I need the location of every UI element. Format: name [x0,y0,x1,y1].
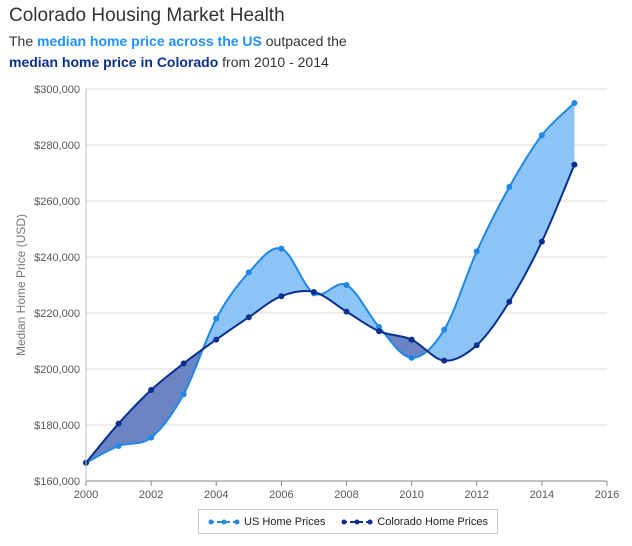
y-axis-title: Median Home Price (USD) [14,214,28,356]
point-us[interactable] [506,184,513,190]
legend-swatch-co [341,519,373,524]
chart-subtitle-line2: median home price in Colorado from 2010 … [9,54,329,70]
point-co[interactable] [473,342,480,349]
y-tick-label: $200,000 [34,364,80,376]
point-us[interactable] [538,132,545,139]
x-tick-label: 2002 [139,489,163,501]
x-tick-label: 2000 [74,489,98,501]
chart-legend: US Home Prices Colorado Home Prices [198,509,498,534]
chart-area-fills [86,103,575,463]
x-tick-label: 2014 [530,489,554,501]
point-co[interactable] [115,420,122,427]
point-us[interactable] [180,391,187,398]
legend-item-co[interactable]: Colorado Home Prices [341,516,488,528]
point-us[interactable] [376,324,383,330]
point-us[interactable] [408,354,415,361]
point-us[interactable] [343,282,350,288]
subtitle-us-highlight: median home price across the US [37,33,262,49]
x-tick-label: 2008 [334,489,358,501]
y-tick-label: $300,000 [34,84,80,96]
x-tick-label: 2016 [595,489,619,501]
point-co[interactable] [538,238,545,245]
point-us[interactable] [213,315,220,322]
point-co[interactable] [408,336,415,343]
point-co[interactable] [310,289,317,295]
x-tick-label: 2012 [465,489,489,501]
point-co[interactable] [571,161,578,168]
point-co[interactable] [343,308,350,315]
subtitle-text-tail: from 2010 - 2014 [218,54,329,70]
y-tick-label: $240,000 [34,252,80,264]
chart-series-lines [85,102,576,464]
x-tick-label: 2010 [399,489,423,501]
legend-label-co: Colorado Home Prices [377,515,488,528]
legend-label-us: US Home Prices [244,515,326,528]
y-tick-label: $160,000 [34,476,80,488]
point-us[interactable] [245,269,252,276]
point-co[interactable] [376,328,383,335]
chart-title: Colorado Housing Market Health [9,5,285,26]
point-co[interactable] [278,293,285,300]
point-us[interactable] [278,245,285,252]
point-us[interactable] [571,100,578,106]
point-co[interactable] [180,360,187,367]
chart-data-points [83,100,578,466]
subtitle-co-highlight: median home price in Colorado [9,54,219,70]
chart-axes: $160,000 $180,000 $200,000 $220,000 $240,000… [34,84,619,501]
subtitle-text-pre: The [9,33,38,49]
chart-subtitle-line1: The median home price across the US outp… [9,33,347,49]
y-tick-label: $260,000 [34,196,80,208]
legend-item-us[interactable]: US Home Prices [208,516,325,528]
y-tick-label: $280,000 [34,140,80,152]
series-line-co [85,164,576,464]
y-tick-label: $180,000 [34,420,80,432]
point-co[interactable] [148,387,155,393]
point-us[interactable] [115,443,122,449]
subtitle-text-post: outpaced the [261,33,347,49]
x-tick-label: 2004 [204,489,228,501]
x-tick-label: 2006 [269,489,293,501]
point-us[interactable] [148,434,155,441]
legend-swatch-us [208,519,240,524]
point-us[interactable] [473,248,480,255]
series-line-us [85,102,576,464]
point-co[interactable] [506,298,513,305]
point-co[interactable] [213,336,220,343]
point-us[interactable] [441,326,448,333]
point-co[interactable] [441,357,448,364]
point-co[interactable] [245,314,252,321]
y-tick-label: $220,000 [34,308,80,320]
